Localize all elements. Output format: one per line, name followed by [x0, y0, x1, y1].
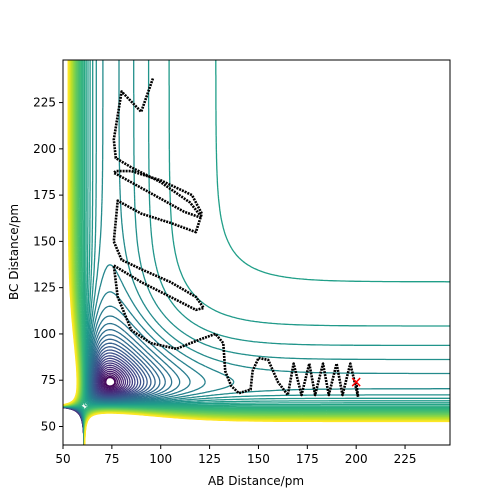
x-tick-label: 175	[296, 452, 319, 466]
contour-layer	[63, 60, 450, 445]
y-tick-label: 200	[33, 142, 56, 156]
plot-frame	[62, 59, 451, 446]
y-tick-label: 150	[33, 234, 56, 248]
start-marker	[351, 377, 361, 387]
trajectory	[112, 78, 360, 399]
x-tick-label: 225	[394, 452, 417, 466]
contour-line	[63, 60, 450, 445]
y-tick-label: 175	[33, 188, 56, 202]
x-axis-label: AB Distance/pm	[208, 474, 304, 488]
x-tick-label: 200	[345, 452, 368, 466]
y-tick-label: 75	[41, 373, 56, 387]
y-tick-label: 50	[41, 419, 56, 433]
y-axis-label: BC Distance/pm	[7, 204, 21, 300]
x-tick-label: 150	[247, 452, 270, 466]
x-tick-label: 75	[104, 452, 119, 466]
y-tick-label: 225	[33, 96, 56, 110]
y-tick-label: 125	[33, 281, 56, 295]
x-tick-label: 50	[55, 452, 70, 466]
y-tick-label: 100	[33, 327, 56, 341]
x-tick-label: 100	[149, 452, 172, 466]
x-tick-label: 125	[198, 452, 221, 466]
trajectory-layer	[112, 78, 361, 399]
